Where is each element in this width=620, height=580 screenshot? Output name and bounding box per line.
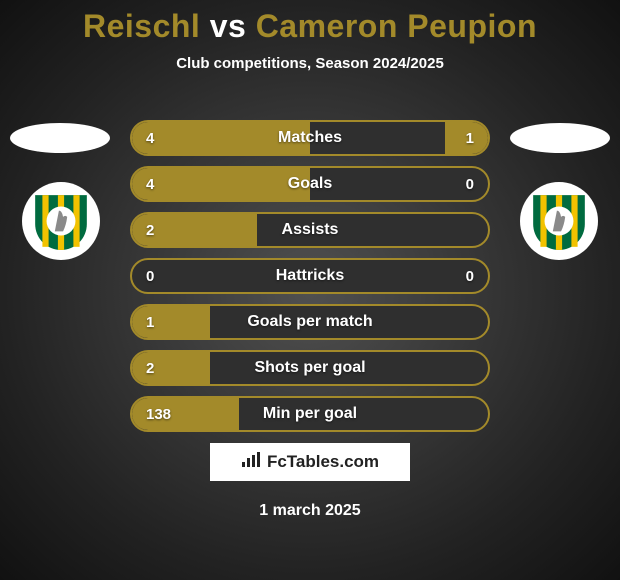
- fctables-logo[interactable]: FcTables.com: [210, 443, 410, 481]
- stat-label: Shots per goal: [132, 352, 488, 384]
- stats-container: 4Matches14Goals02Assists0Hattricks01Goal…: [130, 120, 490, 442]
- stat-row: 0Hattricks0: [130, 258, 490, 294]
- player1-name: Reischl: [83, 8, 200, 44]
- date-label: 1 march 2025: [0, 502, 620, 520]
- stat-label: Hattricks: [132, 260, 488, 292]
- comparison-title: Reischl vs Cameron Peupion: [0, 0, 620, 45]
- player2-club-badge: [520, 182, 598, 260]
- stat-row: 2Shots per goal: [130, 350, 490, 386]
- player1-placeholder: [10, 123, 110, 153]
- chart-icon: [241, 452, 261, 473]
- stat-value-right: 0: [466, 168, 474, 200]
- stat-label: Matches: [132, 122, 488, 154]
- stat-label: Goals: [132, 168, 488, 200]
- stat-row: 1Goals per match: [130, 304, 490, 340]
- stat-label: Goals per match: [132, 306, 488, 338]
- stat-row: 138Min per goal: [130, 396, 490, 432]
- logo-text: FcTables.com: [267, 452, 379, 472]
- player2-name: Cameron Peupion: [256, 8, 537, 44]
- stat-row: 4Matches1: [130, 120, 490, 156]
- player1-club-badge: [22, 182, 100, 260]
- vs-text: vs: [210, 8, 247, 44]
- club-crest-icon: [30, 190, 92, 252]
- stat-label: Assists: [132, 214, 488, 246]
- stat-value-right: 1: [466, 122, 474, 154]
- stat-value-right: 0: [466, 260, 474, 292]
- club-crest-icon: [528, 190, 590, 252]
- subtitle: Club competitions, Season 2024/2025: [0, 55, 620, 72]
- stat-label: Min per goal: [132, 398, 488, 430]
- stat-row: 2Assists: [130, 212, 490, 248]
- player2-placeholder: [510, 123, 610, 153]
- stat-row: 4Goals0: [130, 166, 490, 202]
